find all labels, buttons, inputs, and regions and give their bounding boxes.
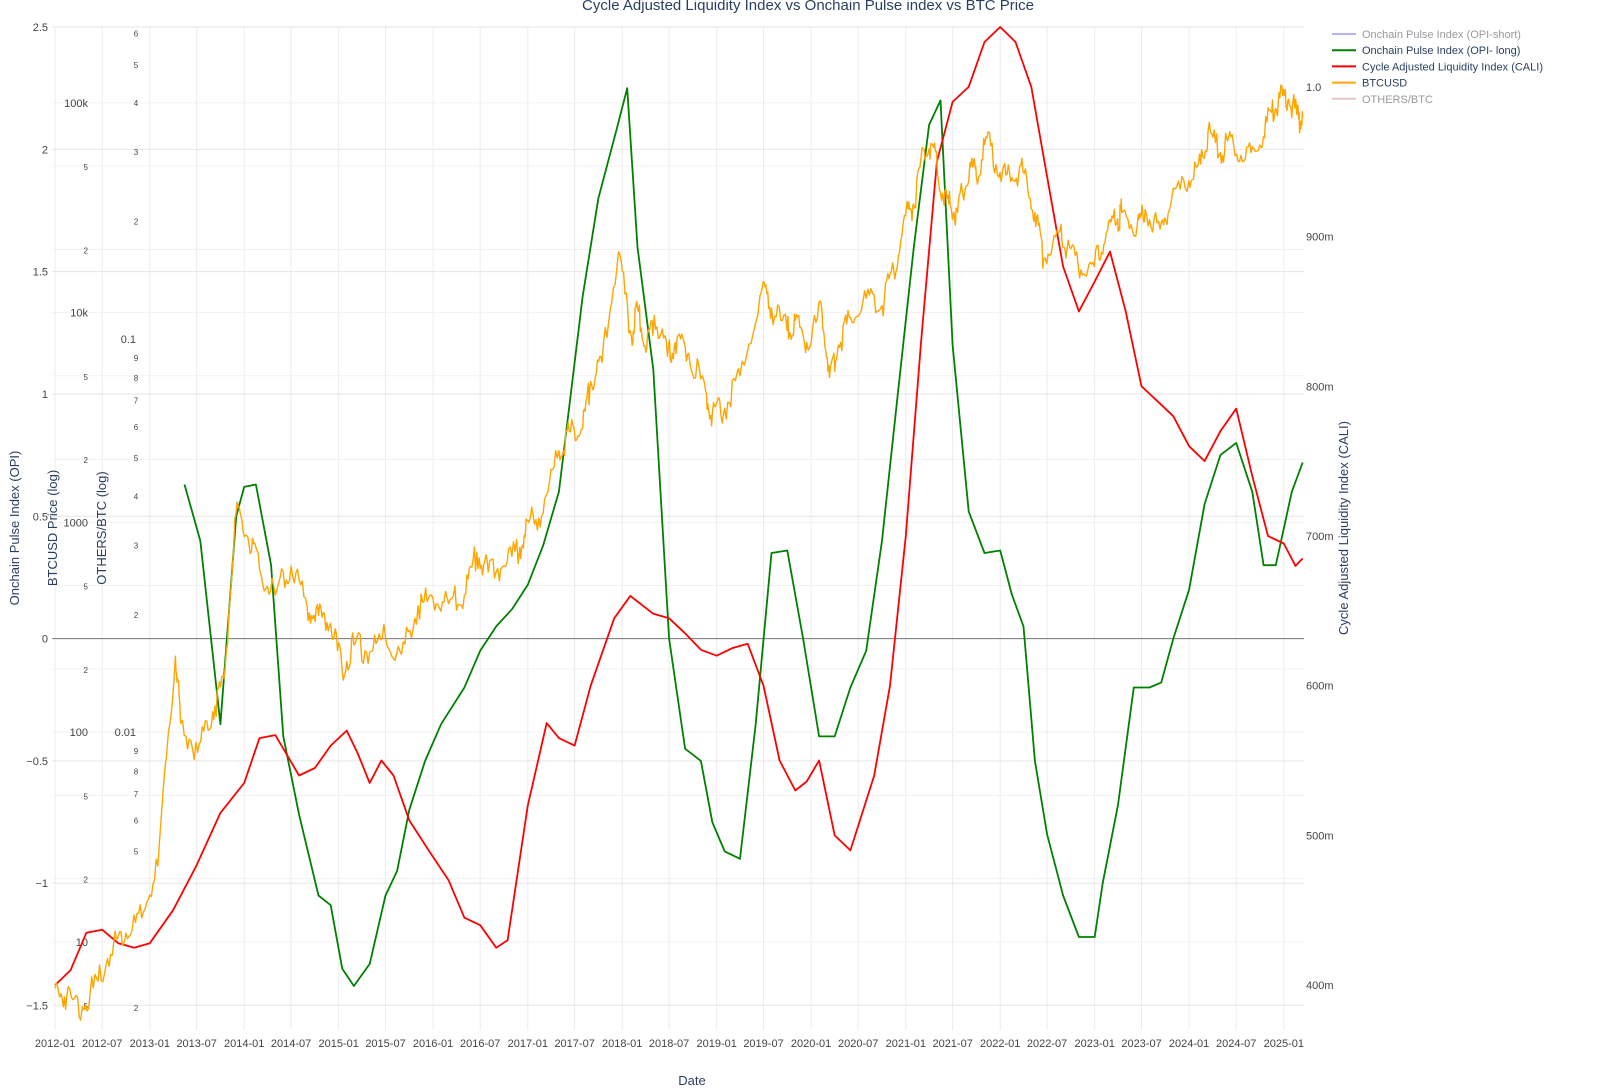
opi-tick-label: −1.5 [26,1001,48,1013]
chart-title: Cycle Adjusted Liquidity Index vs Onchai… [582,0,1034,14]
btc-tick-label: 2 [84,876,89,885]
others-axis-title: OTHERS/BTC (log) [94,471,109,584]
legend-item-label: Onchain Pulse Index (OPI-short) [1362,29,1521,41]
others-tick-label: 3 [134,541,139,550]
axes: 2012-01 2012-07 2013-01 2013-07 2014-01 2014-… [7,22,1351,1050]
others-tick-label: 5 [134,454,139,463]
others-tick-label: 0.1 [121,334,136,346]
btc-tick-label: 2 [84,246,89,255]
cali-tick-label: 400m [1306,980,1334,992]
btc-tick-label: 100k [64,98,88,110]
cali-tick-label: 700m [1306,531,1334,543]
x-tick-label: 2012-01 [35,1038,75,1050]
opi-axis-title: Onchain Pulse Index (OPI) [7,451,22,606]
x-tick-label: 2017-01 [508,1038,548,1050]
cali-axis-title: Cycle Adjusted Liquidity Index (CALI) [1336,421,1351,635]
opi-tick-label: −1 [35,878,48,890]
others-tick-label: 2 [134,217,139,226]
legend-item-label: Cycle Adjusted Liquidity Index (CALI) [1362,61,1543,73]
opi-tick-label: 1 [42,389,48,401]
others-tick-label: 7 [134,397,139,406]
legend-item-label: OTHERS/BTC [1362,94,1433,106]
x-tick-label: 2019-01 [696,1038,736,1050]
x-tick-label: 2016-01 [413,1038,453,1050]
x-tick-label: 2013-07 [176,1038,216,1050]
btc-tick-label: 2 [84,456,89,465]
others-tick-label: 6 [134,423,139,432]
x-tick-label: 2023-01 [1074,1038,1114,1050]
cycle-adjusted-liquidity-index-cali-line [54,26,1304,986]
legend-item-label: Onchain Pulse Index (OPI- long) [1362,45,1520,57]
others-tick-label: 8 [134,374,139,383]
others-tick-label: 6 [134,816,139,825]
x-tick-label: 2022-01 [980,1038,1020,1050]
btc-tick-label: 5 [84,373,89,382]
x-tick-label: 2021-07 [932,1038,972,1050]
x-tick-label: 2020-07 [838,1038,878,1050]
opi-tick-label: 1.5 [33,267,48,279]
legend: Onchain Pulse Index (OPI-short) Onchain P… [1332,29,1543,106]
x-tick-label: 2022-07 [1027,1038,1067,1050]
others-tick-label: 8 [134,767,139,776]
gridlines [52,26,1304,1030]
x-tick-label: 2023-07 [1121,1038,1161,1050]
others-tick-label: 4 [134,99,139,108]
x-tick-label: 2024-07 [1216,1038,1256,1050]
x-tick-label: 2015-07 [365,1038,405,1050]
others-tick-label: 6 [134,30,139,39]
btcusd-line [54,84,1304,1021]
opi-tick-label: 2.5 [33,22,48,34]
others-tick-label: 3 [134,148,139,157]
legend-item-label: BTCUSD [1362,78,1407,90]
opi-tick-label: 0 [42,634,48,646]
others-tick-label: 7 [134,790,139,799]
cali-tick-label: 1.0 [1306,82,1321,94]
x-tick-label: 2013-01 [130,1038,170,1050]
btc-tick-label: 5 [84,163,89,172]
btc-tick-label: 2 [84,666,89,675]
x-axis-title: Date [678,1073,705,1088]
cali-tick-label: 500m [1306,830,1334,842]
btc-tick-label: 10k [70,308,88,320]
opi-tick-label: −0.5 [26,756,48,768]
x-tick-label: 2016-07 [460,1038,500,1050]
x-tick-label: 2024-01 [1169,1038,1209,1050]
others-tick-label: 5 [134,848,139,857]
others-tick-label: 5 [134,61,139,70]
x-tick-label: 2017-07 [554,1038,594,1050]
btc-tick-label: 5 [84,583,89,592]
btc-tick-label: 100 [70,727,88,739]
others-tick-label: 2 [134,1004,139,1013]
btc-tick-label: 5 [84,792,89,801]
cali-tick-label: 900m [1306,232,1334,244]
others-tick-label: 2 [134,611,139,620]
x-tick-label: 2014-01 [224,1038,264,1050]
others-tick-label: 9 [134,747,139,756]
series-lines [54,26,1304,1021]
onchain-pulse-index-opi-long-line [183,87,1304,987]
others-tick-label: 9 [134,354,139,363]
x-tick-label: 2018-07 [649,1038,689,1050]
x-tick-label: 2021-01 [886,1038,926,1050]
others-tick-label: 4 [134,492,139,501]
cali-tick-label: 800m [1306,381,1334,393]
opi-tick-label: 2 [42,144,48,156]
x-tick-label: 2020-01 [791,1038,831,1050]
opi-tick-label: 0.5 [33,511,48,523]
x-tick-label: 2014-07 [271,1038,311,1050]
x-tick-label: 2018-01 [602,1038,642,1050]
x-tick-label: 2025-01 [1264,1038,1304,1050]
cali-tick-label: 600m [1306,681,1334,693]
others-tick-label: 0.01 [115,727,136,739]
btc-axis-title: BTCUSD Price (log) [45,470,60,586]
x-tick-label: 2012-07 [82,1038,122,1050]
x-tick-label: 2015-01 [318,1038,358,1050]
x-tick-label: 2019-07 [743,1038,783,1050]
btc-tick-label: 1000 [64,517,88,529]
